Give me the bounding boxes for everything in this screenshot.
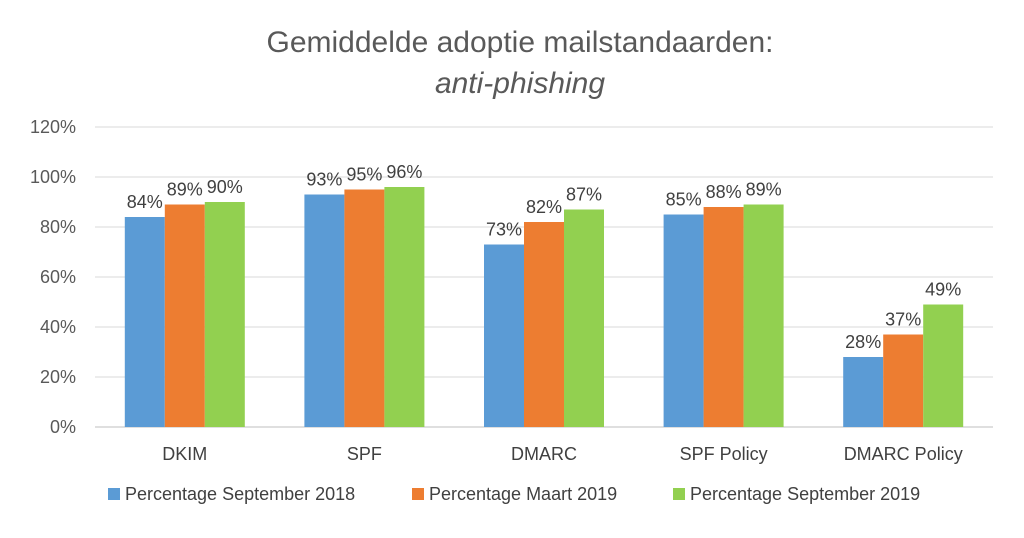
legend: Percentage September 2018 Percentage Maar… <box>108 484 920 504</box>
data-label: 28% <box>845 332 881 352</box>
x-category-label: DMARC Policy <box>844 444 963 464</box>
legend-label: Percentage September 2018 <box>125 484 355 504</box>
bar <box>883 334 924 427</box>
y-tick-label: 80% <box>40 217 76 237</box>
chart-subtitle: anti-phishing <box>435 67 605 100</box>
x-category-label: SPF Policy <box>680 444 768 464</box>
legend-label: Percentage September 2019 <box>690 484 920 504</box>
x-category-label: SPF <box>347 444 382 464</box>
data-label: 96% <box>386 162 422 182</box>
bar <box>743 204 784 427</box>
bar <box>923 304 964 427</box>
bar <box>663 214 704 427</box>
data-label: 89% <box>746 180 782 200</box>
data-label: 82% <box>526 197 562 217</box>
bar <box>344 189 385 427</box>
bar <box>304 194 345 427</box>
y-axis-ticks: 0% 20% 40% 60% 80% 100% 120% <box>30 117 76 437</box>
y-tick-label: 0% <box>50 417 76 437</box>
bar <box>484 244 524 427</box>
x-axis-categories: DKIM SPF DMARC SPF Policy DMARC Policy <box>162 444 962 464</box>
data-label: 93% <box>306 170 342 190</box>
data-label: 95% <box>346 165 382 185</box>
x-category-label: DKIM <box>162 444 207 464</box>
data-label: 84% <box>127 192 163 212</box>
bars <box>124 187 964 427</box>
legend-swatch <box>108 488 120 500</box>
bar <box>164 204 205 427</box>
y-tick-label: 40% <box>40 317 76 337</box>
data-label: 87% <box>566 185 602 205</box>
y-tick-label: 60% <box>40 267 76 287</box>
y-tick-label: 20% <box>40 367 76 387</box>
legend-swatch <box>412 488 424 500</box>
y-tick-label: 120% <box>30 117 76 137</box>
bar <box>703 207 744 427</box>
data-label: 73% <box>486 220 522 240</box>
legend-swatch <box>673 488 685 500</box>
bar <box>524 222 564 427</box>
x-category-label: DMARC <box>511 444 577 464</box>
data-label: 85% <box>666 190 702 210</box>
bar <box>384 187 425 427</box>
y-tick-label: 100% <box>30 167 76 187</box>
data-labels: 84%89% 90% 93% 95% 96%73%82%87% 85% 88% 89%28%3… <box>127 162 961 352</box>
data-label: 49% <box>925 280 961 300</box>
bar <box>204 202 245 427</box>
data-label: 89% <box>167 180 203 200</box>
chart-title: Gemiddelde adoptie mailstandaarden: <box>267 26 774 59</box>
bar <box>564 209 604 427</box>
bar <box>843 357 884 427</box>
data-label: 90% <box>207 177 243 197</box>
legend-label: Percentage Maart 2019 <box>429 484 617 504</box>
data-label: 37% <box>885 310 921 330</box>
bar <box>124 217 165 427</box>
data-label: 88% <box>706 182 742 202</box>
